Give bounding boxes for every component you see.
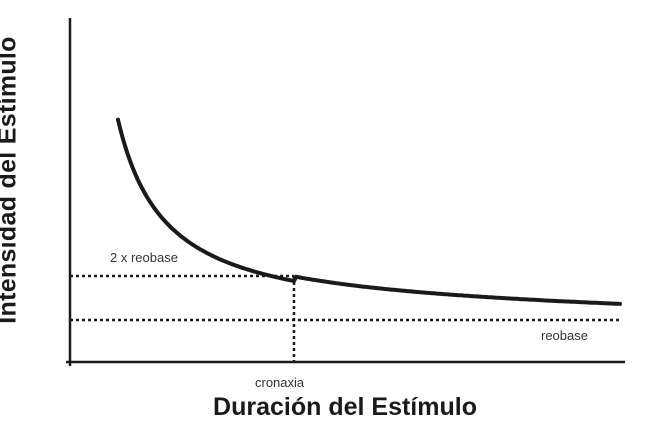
cronaxia-label: cronaxia [255, 375, 305, 390]
double-reobase-label: 2 x reobase [110, 250, 178, 265]
x-axis-label: Duración del Estímulo [213, 393, 477, 421]
reobase-label: reobase [541, 328, 588, 343]
strength-duration-curve [116, 117, 622, 306]
